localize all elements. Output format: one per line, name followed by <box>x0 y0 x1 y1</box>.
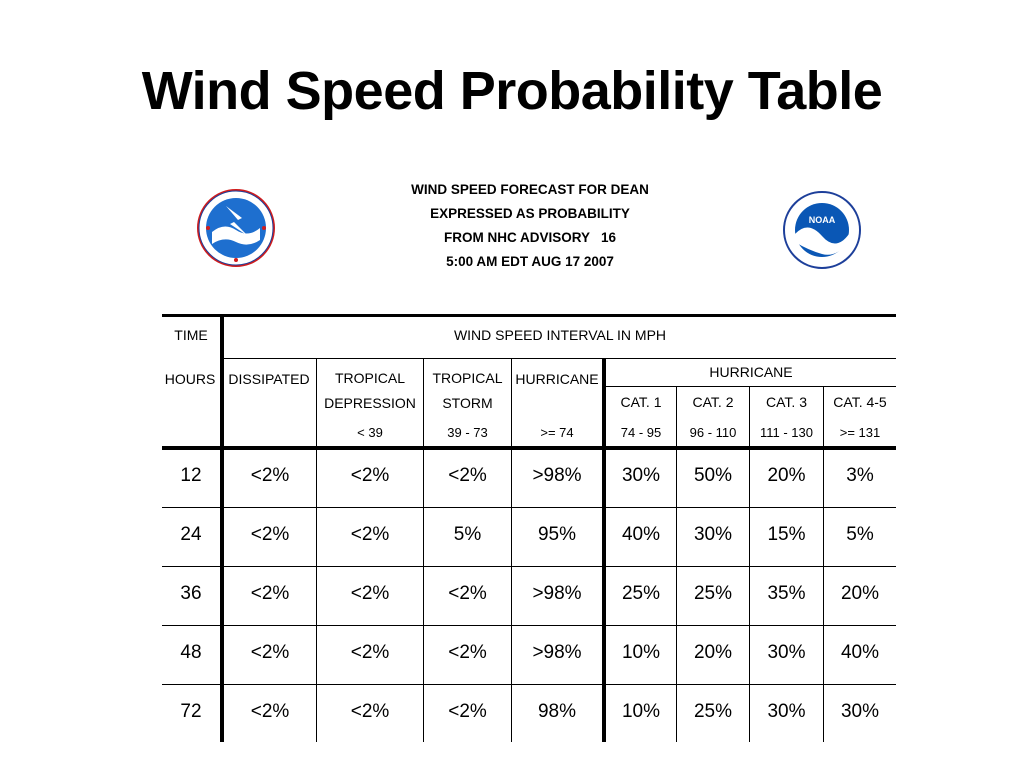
cat3-header: CAT. 3 <box>766 394 807 410</box>
probability-cell: 5% <box>846 524 874 545</box>
table-top-border <box>162 314 896 317</box>
noaa-logo-icon: NOAA <box>782 190 862 275</box>
time-header: TIME <box>174 327 208 343</box>
probability-cell: 30% <box>767 701 806 722</box>
dissipated-header: DISSIPATED <box>228 371 310 387</box>
header-divider <box>222 358 896 359</box>
probability-cell: 5% <box>453 524 482 545</box>
probability-cell: <2% <box>250 583 290 604</box>
probability-cell: 3% <box>846 465 874 486</box>
column-divider <box>676 387 677 742</box>
probability-cell: 98% <box>537 701 577 722</box>
time-column-border <box>220 316 224 742</box>
probability-cell: <2% <box>250 642 290 663</box>
probability-cell: 20% <box>767 465 806 486</box>
td-header-line1: TROPICAL <box>334 370 405 386</box>
ts-header-line1: TROPICAL <box>432 370 503 386</box>
probability-cell: <2% <box>448 465 487 486</box>
probability-cell: 35% <box>767 583 806 604</box>
row-divider <box>162 625 896 626</box>
cat1-header: CAT. 1 <box>620 394 662 410</box>
row-hours: 72 <box>180 701 202 722</box>
cat45-range: >= 131 <box>839 425 881 440</box>
interval-header: WIND SPEED INTERVAL IN MPH <box>453 327 667 343</box>
nws-logo-icon <box>196 188 276 273</box>
td-range: < 39 <box>357 425 383 440</box>
forecast-line-1: WIND SPEED FORECAST FOR DEAN <box>411 182 649 197</box>
forecast-line-2: EXPRESSED AS PROBABILITY <box>430 206 630 221</box>
probability-cell: <2% <box>350 524 390 545</box>
probability-cell: 95% <box>537 524 577 545</box>
probability-cell: >98% <box>532 583 582 604</box>
probability-cell: 15% <box>767 524 806 545</box>
column-divider <box>749 387 750 742</box>
probability-cell: 10% <box>621 642 661 663</box>
row-hours: 12 <box>180 465 202 486</box>
probability-cell: <2% <box>250 701 290 722</box>
hurricane-group-border <box>602 359 606 742</box>
probability-cell: <2% <box>448 583 487 604</box>
probability-cell: 25% <box>621 583 661 604</box>
hurricane-divider <box>604 386 896 387</box>
probability-cell: 30% <box>621 465 661 486</box>
probability-cell: 25% <box>693 701 733 722</box>
forecast-line-4: 5:00 AM EDT AUG 17 2007 <box>446 254 614 269</box>
probability-cell: <2% <box>448 642 487 663</box>
probability-cell: <2% <box>350 583 390 604</box>
probability-cell: 50% <box>693 465 733 486</box>
probability-cell: <2% <box>250 465 290 486</box>
cat2-range: 96 - 110 <box>689 425 737 440</box>
row-divider <box>162 507 896 508</box>
probability-cell: >98% <box>532 642 582 663</box>
probability-cell: 25% <box>693 583 733 604</box>
hurricane-range: >= 74 <box>540 425 574 440</box>
column-divider <box>423 359 424 742</box>
cat3-range: 111 - 130 <box>759 425 813 440</box>
row-hours: 48 <box>180 642 202 663</box>
header-bottom-border <box>162 446 896 450</box>
cat45-header: CAT. 4-5 <box>833 394 887 410</box>
probability-cell: <2% <box>448 701 487 722</box>
row-divider <box>162 684 896 685</box>
probability-cell: 10% <box>621 701 661 722</box>
page-title: Wind Speed Probability Table <box>141 61 883 121</box>
probability-cell: 30% <box>693 524 733 545</box>
forecast-header: WIND SPEED FORECAST FOR DEAN EXPRESSED A… <box>330 178 730 274</box>
probability-cell: >98% <box>532 465 582 486</box>
probability-cell: 20% <box>840 583 880 604</box>
probability-cell: 20% <box>693 642 733 663</box>
row-hours: 24 <box>180 524 202 545</box>
cat1-range: 74 - 95 <box>620 425 662 440</box>
ts-range: 39 - 73 <box>447 425 488 440</box>
probability-cell: 40% <box>840 642 880 663</box>
column-divider <box>823 387 824 742</box>
row-divider <box>162 566 896 567</box>
column-divider <box>316 359 317 742</box>
probability-cell: <2% <box>350 701 390 722</box>
probability-cell: 40% <box>621 524 661 545</box>
hurricane-group-header: HURRICANE <box>709 364 793 380</box>
column-divider <box>511 359 512 742</box>
probability-cell: 30% <box>767 642 806 663</box>
forecast-line-3: FROM NHC ADVISORY 16 <box>443 230 617 245</box>
noaa-logo-text: NOAA <box>809 215 836 225</box>
probability-cell: <2% <box>250 524 290 545</box>
cat2-header: CAT. 2 <box>692 394 734 410</box>
probability-cell: 30% <box>840 701 880 722</box>
hours-header: HOURS <box>164 371 216 387</box>
probability-cell: <2% <box>350 465 390 486</box>
row-hours: 36 <box>180 583 202 604</box>
probability-cell: <2% <box>350 642 390 663</box>
ts-header-line2: STORM <box>442 395 493 411</box>
td-header-line2: DEPRESSION <box>324 395 416 411</box>
hurricane-header: HURRICANE <box>515 371 599 387</box>
